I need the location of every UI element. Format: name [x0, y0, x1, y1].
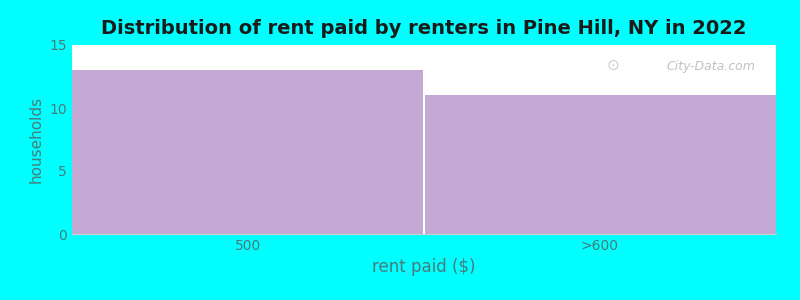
Text: ⊙: ⊙: [607, 58, 620, 73]
Text: City-Data.com: City-Data.com: [666, 60, 755, 73]
Y-axis label: households: households: [29, 96, 44, 183]
X-axis label: rent paid ($): rent paid ($): [372, 258, 476, 276]
Title: Distribution of rent paid by renters in Pine Hill, NY in 2022: Distribution of rent paid by renters in …: [102, 19, 746, 38]
